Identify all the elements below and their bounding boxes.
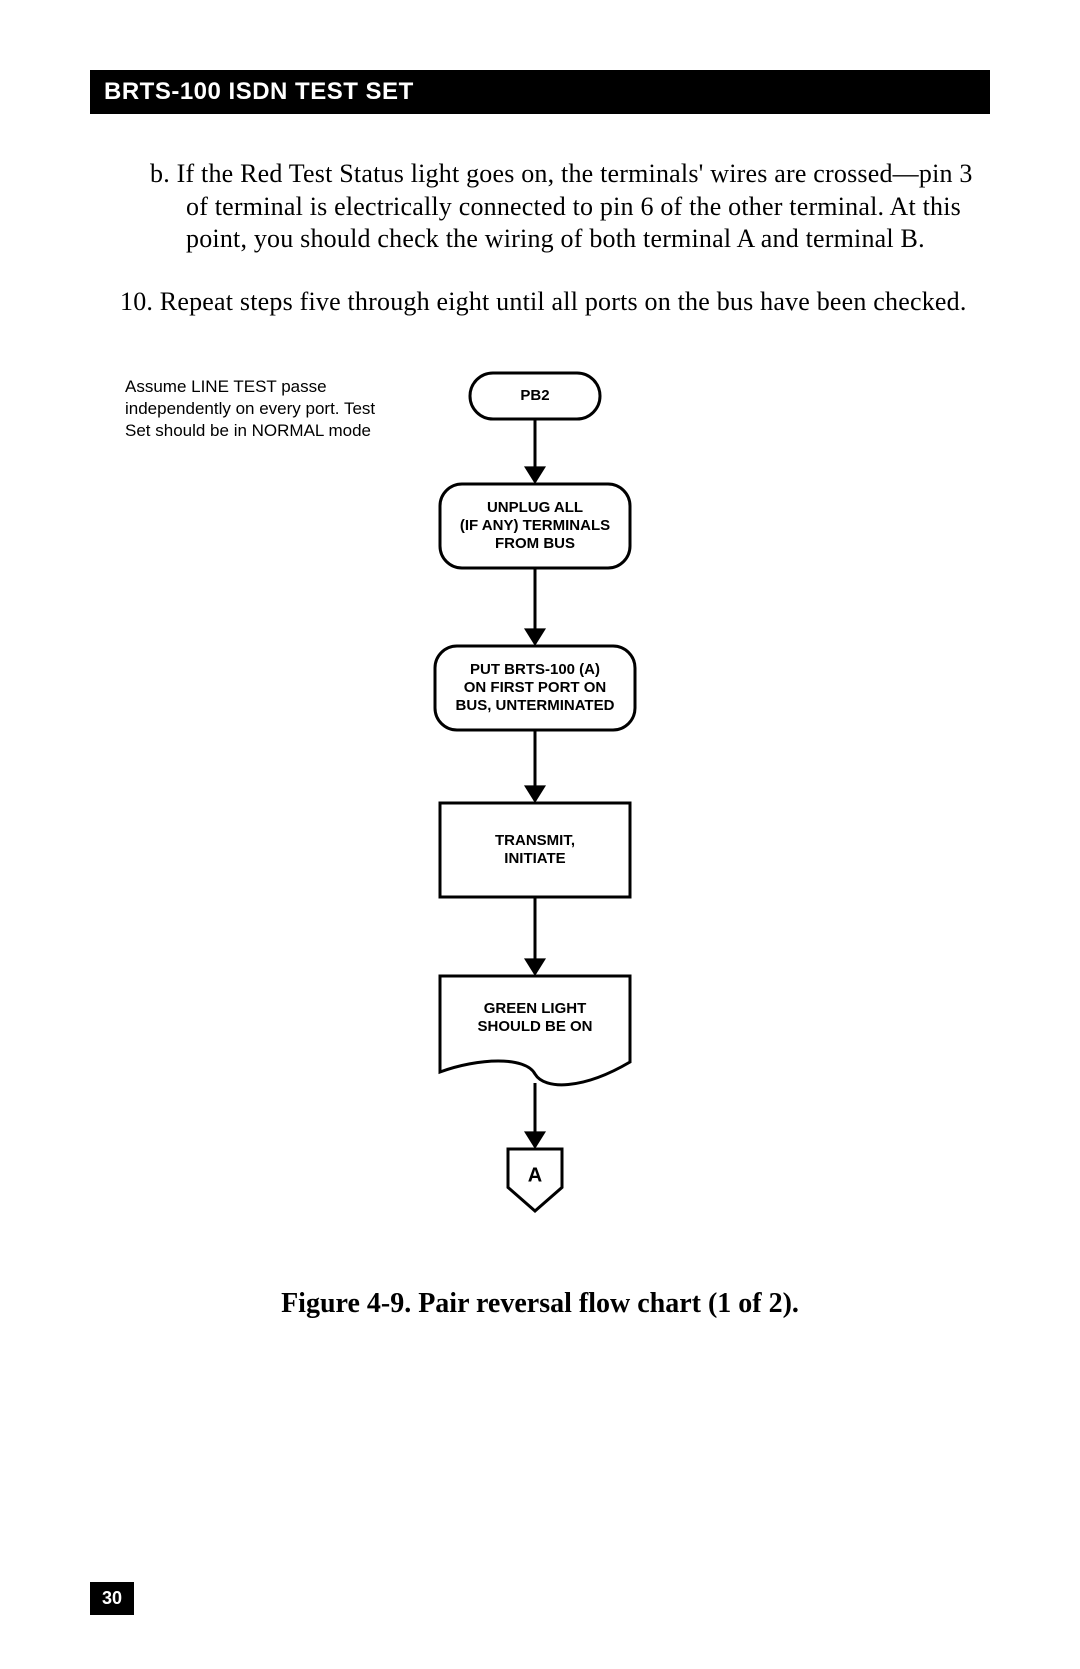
header-title: BRTS-100 ISDN TEST SET: [104, 78, 414, 105]
svg-text:TRANSMIT,: TRANSMIT,: [495, 832, 575, 849]
svg-text:UNPLUG ALL: UNPLUG ALL: [487, 499, 583, 516]
svg-text:BUS, UNTERMINATED: BUS, UNTERMINATED: [456, 697, 615, 714]
svg-text:FROM BUS: FROM BUS: [495, 535, 575, 552]
svg-text:SHOULD BE ON: SHOULD BE ON: [477, 1018, 592, 1035]
svg-text:INITIATE: INITIATE: [504, 850, 565, 867]
svg-text:A: A: [528, 1164, 542, 1186]
svg-text:GREEN LIGHT: GREEN LIGHT: [484, 1000, 587, 1017]
page: BRTS-100 ISDN TEST SET b. If the Red Tes…: [0, 0, 1080, 1669]
header-bar: BRTS-100 ISDN TEST SET: [90, 70, 990, 114]
flowchart-svg: PB2 UNPLUG ALL(IF ANY) TERMINALSFROM BUS P…: [90, 358, 990, 1258]
page-number: 30: [90, 1582, 134, 1615]
svg-text:(IF ANY) TERMINALS: (IF ANY) TERMINALS: [460, 517, 610, 534]
paragraph-b: b. If the Red Test Status light goes on,…: [150, 158, 990, 256]
figure-caption: Figure 4-9. Pair reversal flow chart (1 …: [90, 1288, 990, 1320]
svg-text:ON FIRST PORT ON: ON FIRST PORT ON: [464, 679, 607, 696]
paragraph-10: 10. Repeat steps five through eight unti…: [120, 286, 990, 319]
svg-text:PB2: PB2: [520, 387, 549, 404]
flowchart: Assume LINE TEST passe independently on …: [90, 358, 990, 1258]
svg-text:PUT BRTS-100 (A): PUT BRTS-100 (A): [470, 661, 600, 678]
